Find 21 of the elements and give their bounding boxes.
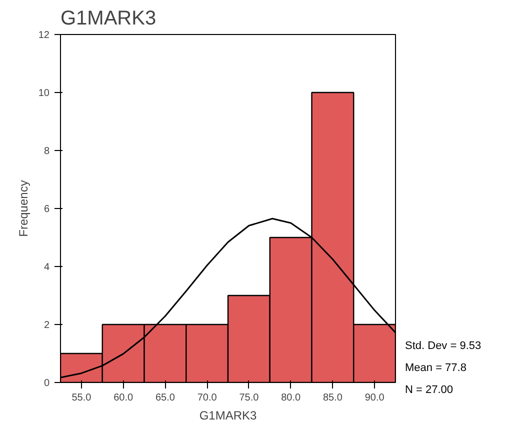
x-tick-label: 65.0 bbox=[155, 392, 176, 404]
text: Std. Dev = 9.53 bbox=[405, 339, 482, 354]
x-tick-label: 80.0 bbox=[281, 392, 301, 404]
y-tick-label: 4 bbox=[44, 262, 50, 273]
x-tick-label: 75.0 bbox=[239, 392, 260, 404]
y-tick-label: 8 bbox=[44, 146, 50, 157]
y-axis-title: Frequency bbox=[16, 180, 30, 237]
y-tick-label: 0 bbox=[44, 378, 50, 389]
x-axis-title: G1MARK3 bbox=[199, 408, 257, 422]
y-tick-label: 6 bbox=[44, 204, 50, 215]
x-tick-label: 55.0 bbox=[72, 392, 92, 404]
text: Mean = 77.8 bbox=[405, 361, 468, 376]
y-tick-label: 2 bbox=[44, 320, 50, 331]
text: N = 27.00 bbox=[405, 383, 454, 398]
x-tick-label: 70.0 bbox=[197, 392, 218, 404]
y-tick-label: 12 bbox=[38, 30, 50, 41]
chart-title: G1MARK3 bbox=[60, 8, 156, 30]
x-tick-label: 60.0 bbox=[114, 392, 134, 404]
x-tick-label: 90.0 bbox=[364, 392, 385, 404]
x-tick-label: 85.0 bbox=[322, 392, 343, 404]
y-tick-label: 10 bbox=[38, 88, 50, 99]
